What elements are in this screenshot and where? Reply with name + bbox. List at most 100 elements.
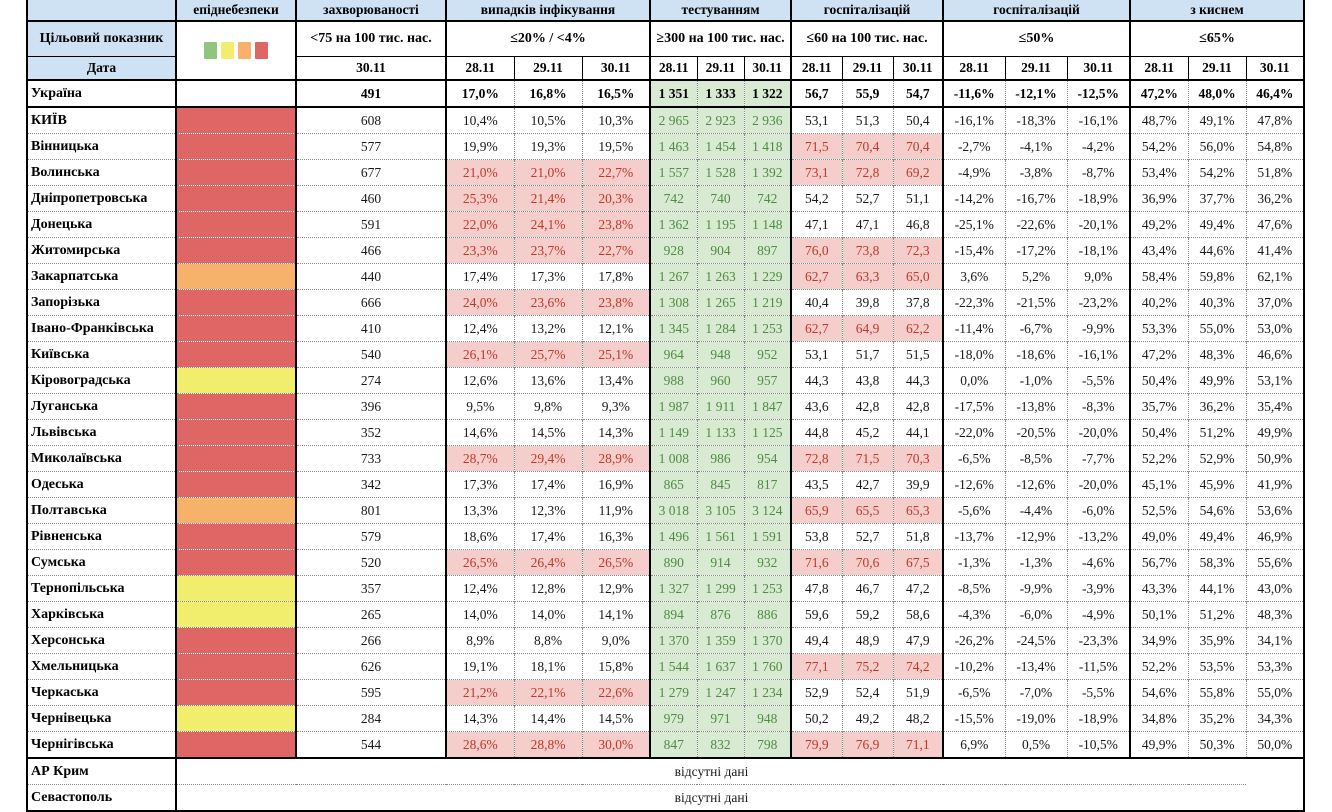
cell-region-name: Севастополь (27, 784, 176, 811)
cell-infection-rate: 23,8% (581, 289, 650, 316)
cell-oxygen-beds: 56,0% (1187, 133, 1246, 160)
cell-hospitalization: 44,3 (790, 367, 842, 394)
table-row: Житомирська 466 23,3% 23,7% 22,7% 928 904 897 76… (27, 237, 1304, 264)
cell-infection-rate: 22,0% (445, 211, 514, 238)
cell-testing: 952 (743, 341, 791, 368)
cell-infection-rate: 10,3% (581, 106, 650, 134)
table-row: Хмельницька 626 19,1% 18,1% 15,8% 1 544 1 637 1… (27, 653, 1304, 680)
cell-oxygen-beds: 58,4% (1129, 263, 1188, 290)
date-header: 30.11 (892, 56, 943, 81)
col-group-title: госпіталізацій (790, 0, 943, 22)
cell-oxygen-beds: 41,9% (1245, 471, 1304, 498)
cell-testing: 1 637 (696, 653, 744, 680)
cell-oxygen-beds: 54,6% (1187, 497, 1246, 524)
cell-hospitalization: 42,8 (841, 393, 893, 420)
cell-hospitalization-dynamics: -6,0% (1004, 601, 1067, 628)
cell-incidence: 595 (295, 679, 446, 706)
legend-orange-swatch-icon (238, 42, 251, 60)
table-row-no-data: Севастополь відсутні дані (27, 784, 1304, 811)
cell-hospitalization: 67,5 (892, 549, 943, 576)
cell-region-name: Донецька (27, 211, 176, 238)
cell-oxygen-beds: 37,7% (1187, 185, 1246, 212)
cell-oxygen-beds: 46,9% (1245, 523, 1304, 550)
cell-testing: 1 267 (649, 263, 697, 290)
cell-infection-rate: 26,5% (581, 549, 650, 576)
cell-hospitalization: 37,8 (892, 289, 943, 316)
cell-hospitalization: 71,5 (790, 133, 842, 160)
cell-hospitalization-dynamics: -13,2% (1066, 523, 1130, 550)
cell-incidence: 540 (295, 341, 446, 368)
header-row-dates: Дата 30.11 28.11 29.11 30.11 28.11 29.11 30.11 2… (27, 56, 1304, 81)
cell-danger-level (175, 627, 296, 654)
cell-infection-rate: 26,4% (513, 549, 582, 576)
table-row: Луганська 396 9,5% 9,8% 9,3% 1 987 1 911 1 847 4… (27, 393, 1304, 420)
cell-oxygen-beds: 52,9% (1187, 445, 1246, 472)
cell-danger-level (175, 79, 296, 108)
cell-infection-rate: 24,0% (445, 289, 514, 316)
cell-hospitalization: 51,9 (892, 679, 943, 706)
date-header: 29.11 (1004, 56, 1067, 81)
cell-testing: 1 247 (696, 679, 744, 706)
cell-infection-rate: 19,1% (445, 653, 514, 680)
cell-infection-rate: 14,3% (581, 419, 650, 446)
cell-oxygen-beds: 45,1% (1129, 471, 1188, 498)
cell-hospitalization: 74,2 (892, 653, 943, 680)
cell-oxygen-beds: 48,7% (1129, 106, 1188, 134)
cell-hospitalization-dynamics: 3,6% (942, 263, 1005, 290)
cell-hospitalization: 76,0 (790, 237, 842, 264)
cell-hospitalization: 53,1 (790, 341, 842, 368)
cell-testing: 957 (743, 367, 791, 394)
cell-hospitalization-dynamics: -5,5% (1066, 679, 1130, 706)
cell-infection-rate: 12,4% (445, 575, 514, 602)
cell-oxygen-beds: 48,0% (1187, 79, 1246, 108)
cell-hospitalization-dynamics: -11,4% (942, 315, 1005, 342)
cell-testing: 904 (696, 237, 744, 264)
cell-testing: 1 133 (696, 419, 744, 446)
date-header: 29.11 (696, 56, 744, 81)
cell-hospitalization: 70,4 (841, 133, 893, 160)
cell-region-name: Україна (27, 79, 176, 108)
covid-regional-indicators-table: епіднебезпеки захворюваності випадків інфі… (26, 0, 1305, 812)
table-row: Черкаська 595 21,2% 22,1% 22,6% 1 279 1 247 1 2… (27, 679, 1304, 706)
date-header: 29.11 (1187, 56, 1246, 81)
table-row: Вінницька 577 19,9% 19,3% 19,5% 1 463 1 454 1 4… (27, 133, 1304, 160)
cell-hospitalization-dynamics: -22,0% (942, 419, 1005, 446)
cell-hospitalization: 45,2 (841, 419, 893, 446)
cell-oxygen-beds: 53,6% (1245, 497, 1304, 524)
cell-infection-rate: 14,3% (445, 705, 514, 732)
cell-hospitalization-dynamics: -6,7% (1004, 315, 1067, 342)
cell-oxygen-beds: 54,6% (1129, 679, 1188, 706)
cell-danger-level (175, 601, 296, 628)
cell-hospitalization: 47,9 (892, 627, 943, 654)
cell-hospitalization: 54,7 (892, 79, 943, 108)
cell-oxygen-beds: 48,3% (1245, 601, 1304, 628)
cell-hospitalization: 71,1 (892, 731, 943, 759)
cell-hospitalization: 47,1 (841, 211, 893, 238)
cell-hospitalization-dynamics: -16,1% (1066, 341, 1130, 368)
cell-hospitalization: 62,7 (790, 263, 842, 290)
cell-hospitalization-dynamics: -17,2% (1004, 237, 1067, 264)
cell-infection-rate: 25,3% (445, 185, 514, 212)
cell-incidence: 801 (295, 497, 446, 524)
cell-infection-rate: 17,4% (445, 263, 514, 290)
cell-testing: 1 359 (696, 627, 744, 654)
cell-hospitalization: 50,4 (892, 106, 943, 134)
cell-hospitalization: 75,2 (841, 653, 893, 680)
cell-infection-rate: 30,0% (581, 731, 650, 759)
cell-region-name: Київська (27, 341, 176, 368)
cell-hospitalization-dynamics: -17,5% (942, 393, 1005, 420)
cell-hospitalization-dynamics: 6,9% (942, 731, 1005, 759)
cell-oxygen-beds: 48,3% (1187, 341, 1246, 368)
cell-testing: 845 (696, 471, 744, 498)
table-row: Закарпатська 440 17,4% 17,3% 17,8% 1 267 1 263… (27, 263, 1304, 290)
cell-hospitalization-dynamics: -3,9% (1066, 575, 1130, 602)
cell-testing: 1 370 (743, 627, 791, 654)
table-row: Чернігівська 544 28,6% 28,8% 30,0% 847 832 798 7… (27, 731, 1304, 759)
cell-hospitalization-dynamics: -8,5% (942, 575, 1005, 602)
cell-oxygen-beds: 50,9% (1245, 445, 1304, 472)
cell-hospitalization: 72,8 (790, 445, 842, 472)
cell-testing: 1 345 (649, 315, 697, 342)
cell-testing: 988 (649, 367, 697, 394)
cell-hospitalization: 52,4 (841, 679, 893, 706)
table-row: Чернівецька 284 14,3% 14,4% 14,5% 979 971 948 50… (27, 705, 1304, 732)
